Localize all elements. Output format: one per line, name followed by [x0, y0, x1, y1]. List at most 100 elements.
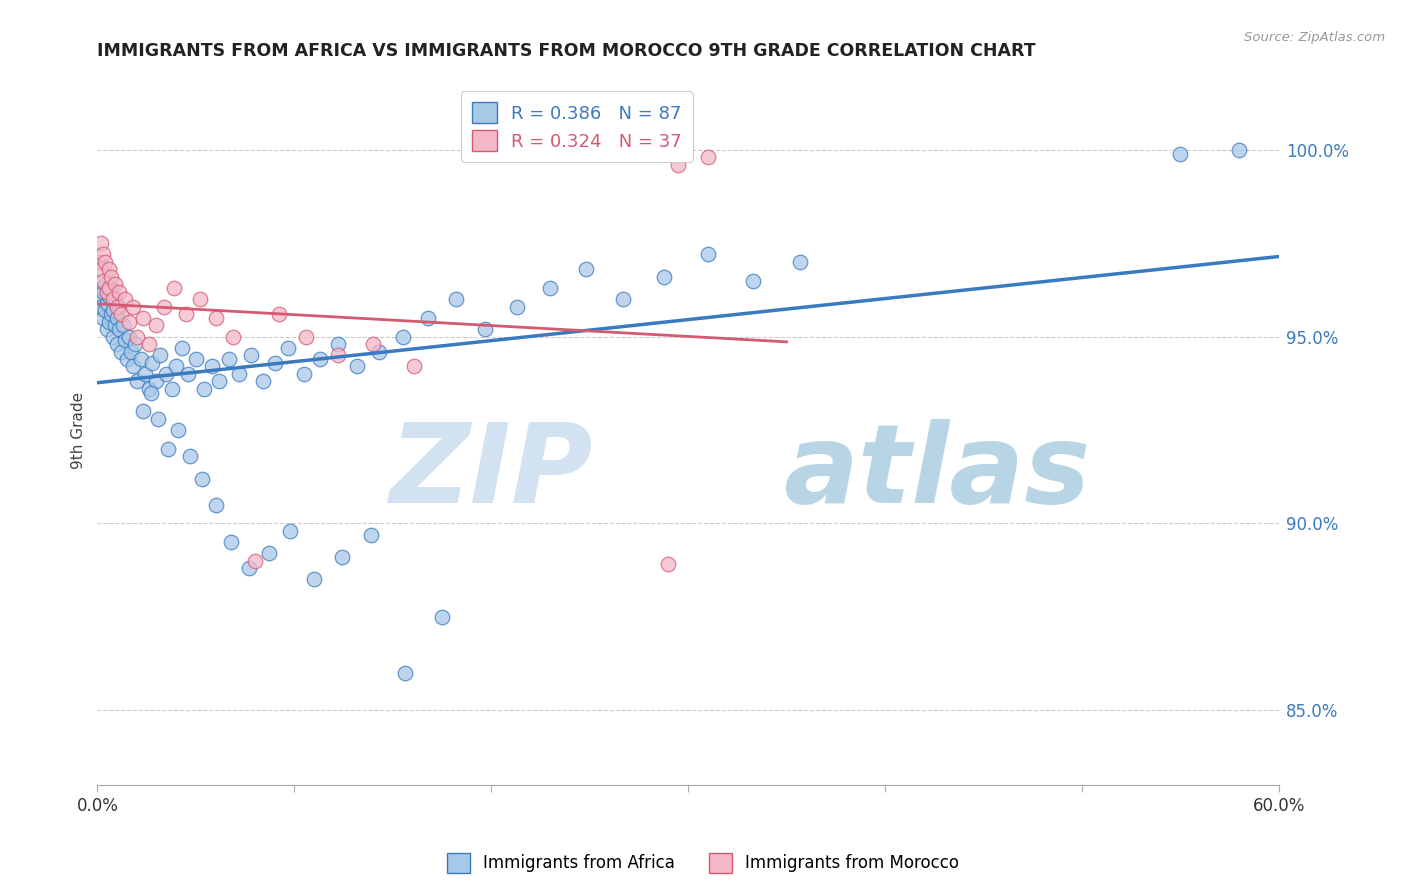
Point: [96, 296, 118, 310]
Point: [153, 300, 176, 314]
Point: [179, 449, 201, 463]
Point: [696, 247, 718, 261]
Point: [100, 307, 122, 321]
Point: [110, 307, 132, 321]
Point: [444, 293, 467, 307]
Point: [98, 262, 121, 277]
Point: [302, 573, 325, 587]
Point: [222, 329, 245, 343]
Point: [105, 300, 128, 314]
Point: [134, 367, 156, 381]
Point: [138, 382, 160, 396]
Point: [90, 236, 112, 251]
Point: [654, 269, 676, 284]
Point: [167, 423, 190, 437]
Point: [118, 315, 141, 329]
Point: [101, 303, 124, 318]
Point: [263, 356, 285, 370]
Point: [105, 310, 128, 325]
Point: [474, 322, 496, 336]
Point: [368, 344, 391, 359]
Point: [98, 315, 121, 329]
Point: [138, 337, 160, 351]
Legend: Immigrants from Africa, Immigrants from Morocco: Immigrants from Africa, Immigrants from …: [440, 847, 966, 880]
Point: [145, 318, 167, 333]
Point: [418, 310, 440, 325]
Point: [326, 348, 349, 362]
Point: [239, 348, 262, 362]
Y-axis label: 9th Grade: 9th Grade: [72, 392, 86, 468]
Point: [125, 329, 148, 343]
Point: [157, 442, 180, 456]
Point: [666, 158, 689, 172]
Point: [129, 351, 152, 366]
Point: [121, 359, 143, 374]
Point: [101, 329, 124, 343]
Point: [98, 288, 121, 302]
Point: [91, 310, 114, 325]
Point: [200, 359, 222, 374]
Point: [742, 274, 765, 288]
Point: [277, 341, 299, 355]
Point: [139, 385, 162, 400]
Point: [148, 411, 170, 425]
Point: [430, 609, 453, 624]
Point: [141, 356, 163, 370]
Point: [170, 341, 193, 355]
Point: [360, 527, 382, 541]
Point: [188, 293, 211, 307]
Point: [204, 498, 226, 512]
Point: [94, 277, 117, 292]
Point: [101, 293, 124, 307]
Text: ZIP: ZIP: [389, 419, 593, 526]
Point: [218, 351, 240, 366]
Point: [257, 546, 280, 560]
Point: [174, 307, 197, 321]
Point: [115, 351, 138, 366]
Point: [104, 318, 127, 333]
Point: [1229, 143, 1251, 157]
Point: [1170, 146, 1192, 161]
Point: [108, 300, 131, 314]
Point: [295, 329, 318, 343]
Point: [184, 351, 207, 366]
Point: [391, 329, 413, 343]
Point: [394, 665, 416, 680]
Point: [346, 359, 368, 374]
Point: [125, 375, 148, 389]
Point: [612, 293, 634, 307]
Point: [100, 269, 122, 284]
Point: [100, 281, 122, 295]
Text: atlas: atlas: [783, 419, 1090, 526]
Point: [208, 375, 231, 389]
Point: [94, 255, 117, 269]
Point: [104, 277, 127, 292]
Legend: R = 0.386   N = 87, R = 0.324   N = 37: R = 0.386 N = 87, R = 0.324 N = 37: [461, 91, 693, 162]
Point: [252, 375, 274, 389]
Point: [96, 285, 118, 299]
Point: [108, 285, 131, 299]
Point: [204, 310, 226, 325]
Point: [789, 255, 811, 269]
Point: [238, 561, 260, 575]
Point: [267, 307, 290, 321]
Point: [278, 524, 301, 538]
Point: [91, 247, 114, 261]
Point: [155, 367, 177, 381]
Point: [108, 322, 131, 336]
Point: [309, 351, 332, 366]
Point: [696, 150, 718, 164]
Point: [190, 471, 212, 485]
Point: [121, 300, 143, 314]
Point: [105, 337, 128, 351]
Point: [89, 293, 111, 307]
Point: [243, 554, 266, 568]
Point: [404, 359, 426, 374]
Point: [228, 367, 250, 381]
Point: [657, 558, 679, 572]
Point: [149, 348, 172, 362]
Point: [90, 281, 112, 295]
Point: [163, 281, 186, 295]
Point: [219, 535, 242, 549]
Point: [110, 344, 132, 359]
